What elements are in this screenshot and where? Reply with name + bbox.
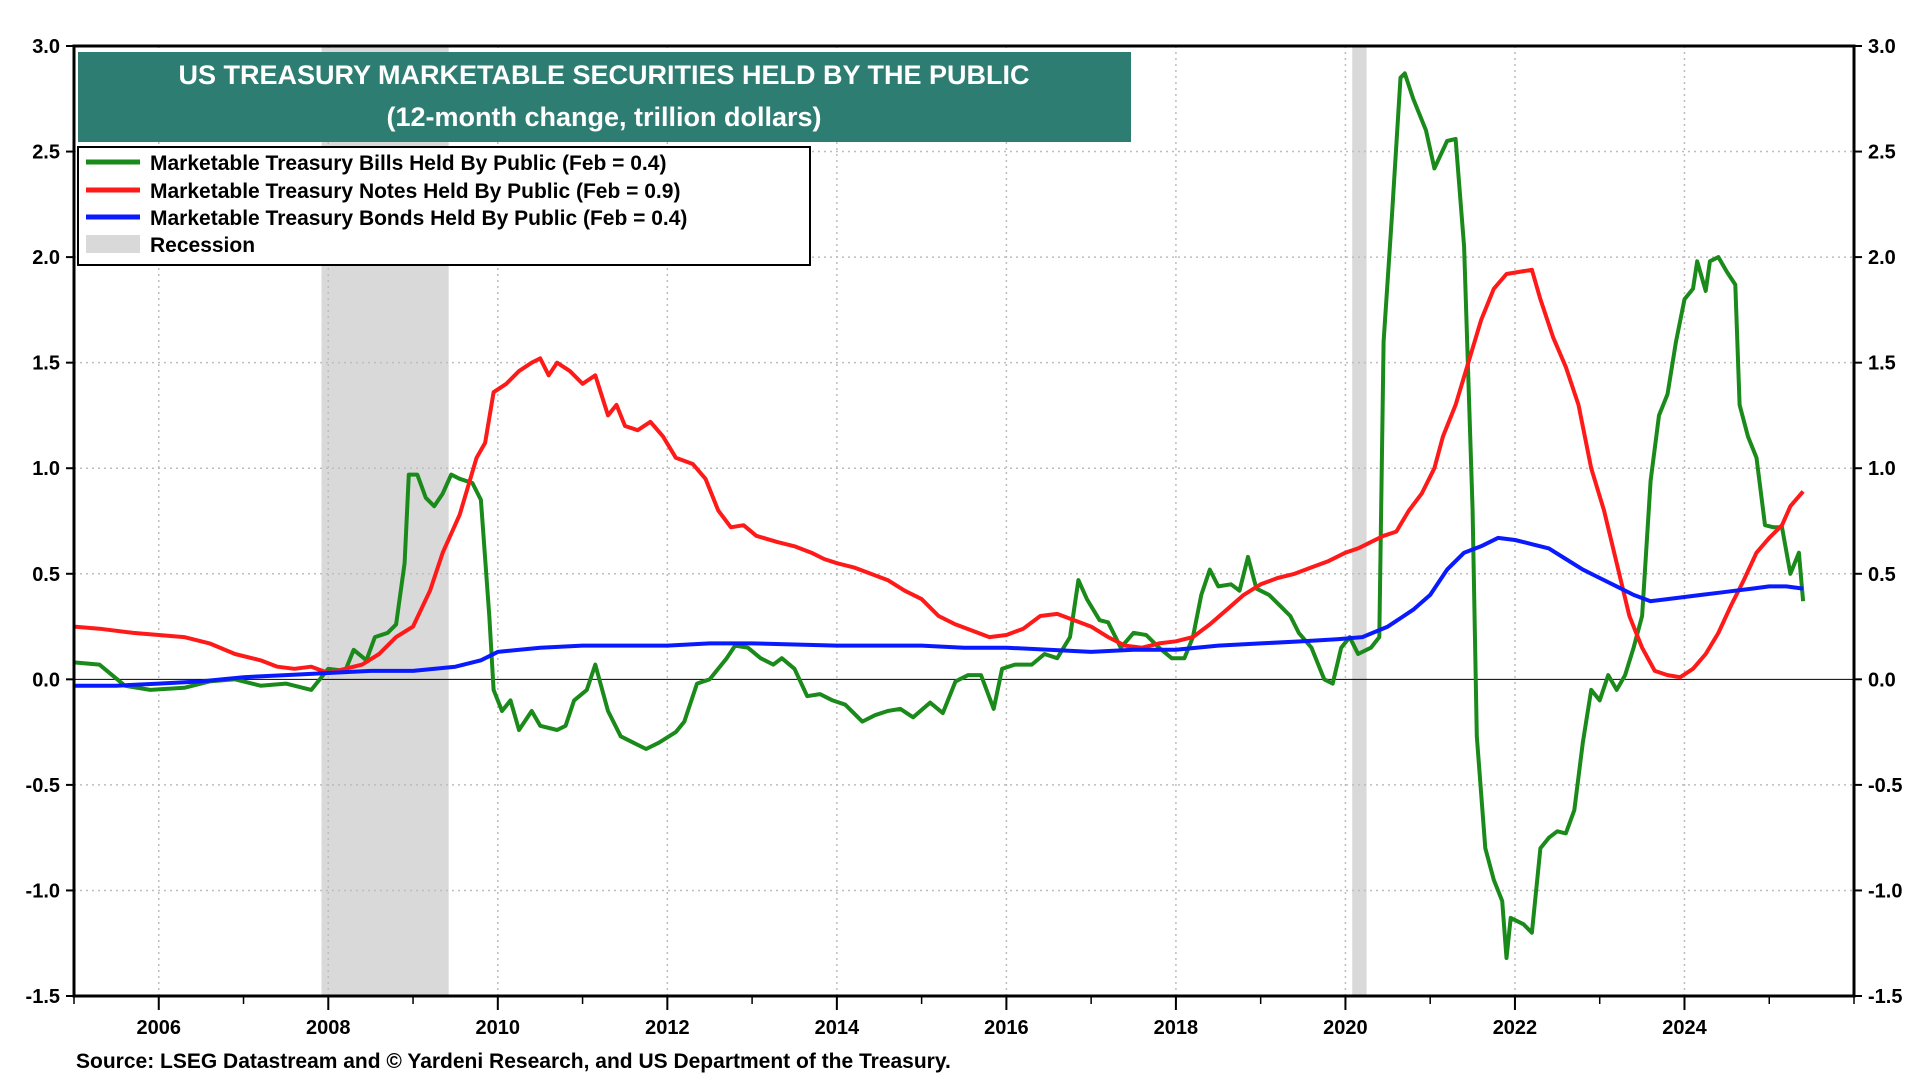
y-tick-label-left: 2.0 (32, 247, 60, 269)
gridlines (74, 46, 1854, 996)
x-tick-label: 2016 (984, 1017, 1029, 1039)
y-tick-label-left: -0.5 (26, 775, 60, 797)
y-tick-label-right: -1.0 (1868, 880, 1902, 902)
y-tick-label-right: 3.0 (1868, 36, 1896, 58)
title-box: US TREASURY MARKETABLE SECURITIES HELD B… (78, 52, 1131, 142)
chart-title: US TREASURY MARKETABLE SECURITIES HELD B… (178, 60, 1029, 90)
x-tick-label: 2022 (1493, 1017, 1538, 1039)
x-tick-label: 2012 (645, 1017, 690, 1039)
y-tick-label-right: 1.5 (1868, 353, 1896, 375)
recession-band-1 (1352, 46, 1367, 996)
legend-label-bonds: Marketable Treasury Bonds Held By Public… (150, 207, 687, 230)
series-line-2 (74, 535, 1804, 688)
plot-frame (72, 44, 1856, 998)
y-tick-label-right: 0.5 (1868, 564, 1896, 586)
y-tick-label-left: 1.0 (32, 458, 60, 480)
y-tick-label-right: -0.5 (1868, 775, 1902, 797)
y-tick-label-right: 2.0 (1868, 247, 1896, 269)
x-tick-label: 2024 (1662, 1017, 1707, 1039)
y-tick-label-right: 2.5 (1868, 142, 1896, 164)
legend-label-bills: Marketable Treasury Bills Held By Public… (150, 152, 666, 175)
y-tick-label-left: -1.0 (26, 880, 60, 902)
y-tick-label-left: 3.0 (32, 36, 60, 58)
x-tick-label: 2010 (476, 1017, 521, 1039)
x-tick-label: 2008 (306, 1017, 351, 1039)
legend-swatch-recession (86, 235, 140, 253)
series-lines (73, 71, 1806, 960)
y-tick-label-left: 1.5 (32, 353, 60, 375)
legend-label-notes: Marketable Treasury Notes Held By Public… (150, 180, 680, 203)
x-tick-label: 2018 (1154, 1017, 1199, 1039)
y-tick-label-right: -1.5 (1868, 986, 1902, 1008)
y-tick-label-right: 1.0 (1868, 458, 1896, 480)
x-tick-label: 2014 (815, 1017, 860, 1039)
chart-subtitle: (12-month change, trillion dollars) (386, 102, 821, 132)
y-tick-label-left: 0.0 (32, 669, 60, 691)
legend: Marketable Treasury Bills Held By Public… (77, 146, 811, 266)
x-tick-label: 2020 (1323, 1017, 1368, 1039)
y-tick-label-left: -1.5 (26, 986, 60, 1008)
x-tick-label: 2006 (137, 1017, 182, 1039)
source-note: Source: LSEG Datastream and © Yardeni Re… (76, 1050, 951, 1073)
y-tick-label-left: 2.5 (32, 142, 60, 164)
y-tick-label-right: 0.0 (1868, 669, 1896, 691)
y-tick-label-left: 0.5 (32, 564, 60, 586)
axis-ticks: -1.5 -1.5 -1.0 -1.0 -0.5 -0.5 0.0 0.0 0.5 0.5 1.0 1… (26, 36, 1903, 1039)
series-line-0 (73, 71, 1806, 960)
legend-label-recession: Recession (150, 234, 255, 257)
series-line-1 (73, 267, 1805, 680)
